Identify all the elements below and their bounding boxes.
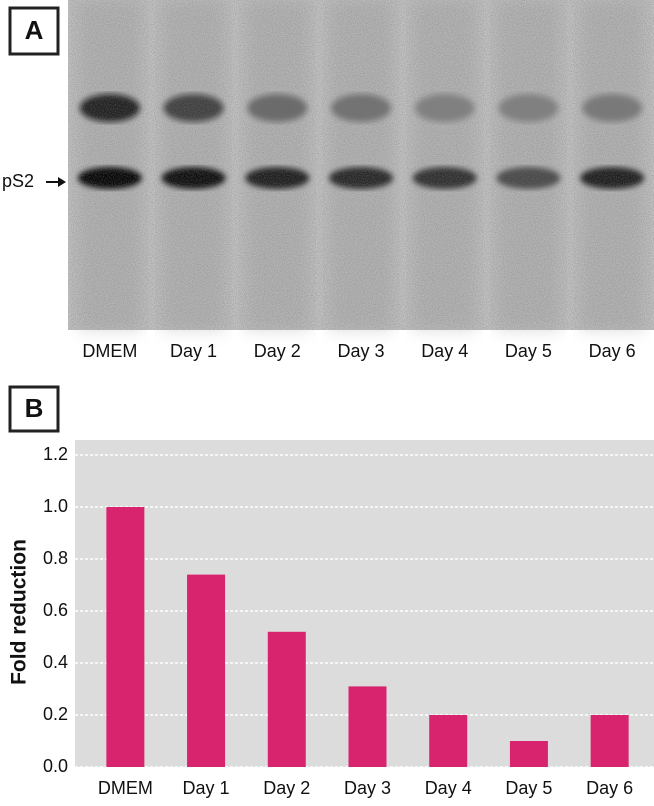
x-tick-label: DMEM xyxy=(98,778,153,798)
bar xyxy=(348,686,387,767)
lane-label: Day 6 xyxy=(589,341,636,361)
x-tick-label: Day 1 xyxy=(183,778,230,798)
marker-arrowhead xyxy=(58,177,66,187)
lane-label: Day 2 xyxy=(254,341,301,361)
lane-label: Day 3 xyxy=(337,341,384,361)
y-tick-label: 1.0 xyxy=(43,496,68,516)
x-tick-label: Day 6 xyxy=(586,778,633,798)
bar xyxy=(509,741,548,767)
panel-label: B xyxy=(25,393,44,423)
lane-label: Day 5 xyxy=(505,341,552,361)
x-tick-label: Day 5 xyxy=(505,778,552,798)
lane-label: Day 4 xyxy=(421,341,468,361)
y-tick-label: 0.0 xyxy=(43,756,68,776)
band-marker: pS2 xyxy=(2,171,34,191)
bar xyxy=(267,631,306,767)
y-tick-label: 0.8 xyxy=(43,548,68,568)
y-tick-label: 0.4 xyxy=(43,652,68,672)
y-axis-title: Fold reduction xyxy=(8,539,31,685)
bar xyxy=(429,715,468,767)
lane-label: DMEM xyxy=(82,341,137,361)
panel-label: A xyxy=(25,15,44,45)
x-tick-label: Day 4 xyxy=(425,778,472,798)
lane-label: Day 1 xyxy=(170,341,217,361)
bar xyxy=(187,574,226,767)
panel-label-box xyxy=(8,385,60,433)
y-tick-label: 0.6 xyxy=(43,600,68,620)
y-tick-label: 1.2 xyxy=(43,444,68,464)
bar xyxy=(106,507,145,767)
bar xyxy=(590,715,629,767)
gel-grain xyxy=(68,0,654,330)
panel-label-box xyxy=(8,6,60,56)
x-tick-label: Day 3 xyxy=(344,778,391,798)
y-tick-label: 0.2 xyxy=(43,704,68,724)
x-tick-label: Day 2 xyxy=(263,778,310,798)
